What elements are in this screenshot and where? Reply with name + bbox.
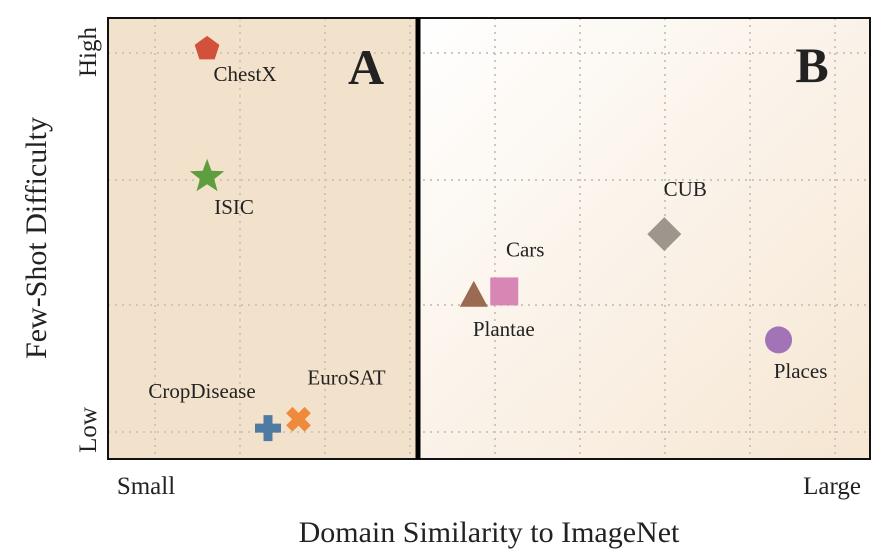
plot-frame — [107, 17, 871, 460]
gridlines — [108, 18, 870, 459]
point-label-eurosat: EuroSAT — [307, 365, 385, 389]
point-labels: ChestX ISIC CropDisease EuroSAT Plantae Cars C… — [148, 62, 827, 403]
point-plantae-triangle-marker — [459, 280, 488, 307]
point-eurosat-x-marker — [286, 406, 311, 432]
point-cars-square-marker — [490, 277, 519, 306]
data-points — [189, 35, 793, 442]
region-a-label: A — [348, 39, 384, 95]
x-axis-title: Domain Similarity to ImageNet — [299, 516, 680, 549]
point-label-plantae: Plantae — [473, 317, 535, 341]
region-b-background — [418, 18, 870, 459]
x-tick-label-small: Small — [117, 473, 175, 500]
point-label-chestx: ChestX — [214, 62, 277, 86]
point-cropdisease-plus-marker — [255, 415, 281, 442]
point-label-isic: ISIC — [214, 195, 254, 219]
point-isic-star-marker — [189, 158, 225, 192]
point-label-places: Places — [774, 359, 828, 383]
y-tick-label-high: High — [75, 27, 102, 78]
point-label-cars: Cars — [506, 237, 545, 261]
x-tick-label-large: Large — [803, 473, 861, 500]
y-tick-label-low: Low — [75, 407, 102, 453]
region-b-label: B — [795, 37, 828, 93]
point-places-circle-marker — [765, 326, 793, 354]
region-a-background — [108, 18, 418, 459]
point-label-cropdisease: CropDisease — [148, 379, 255, 403]
point-chestx-pentagon-marker — [194, 35, 220, 60]
point-label-cub: CUB — [664, 177, 707, 201]
point-cub-diamond-marker — [647, 217, 682, 252]
y-axis-title: Few-Shot Difficulty — [20, 117, 53, 359]
